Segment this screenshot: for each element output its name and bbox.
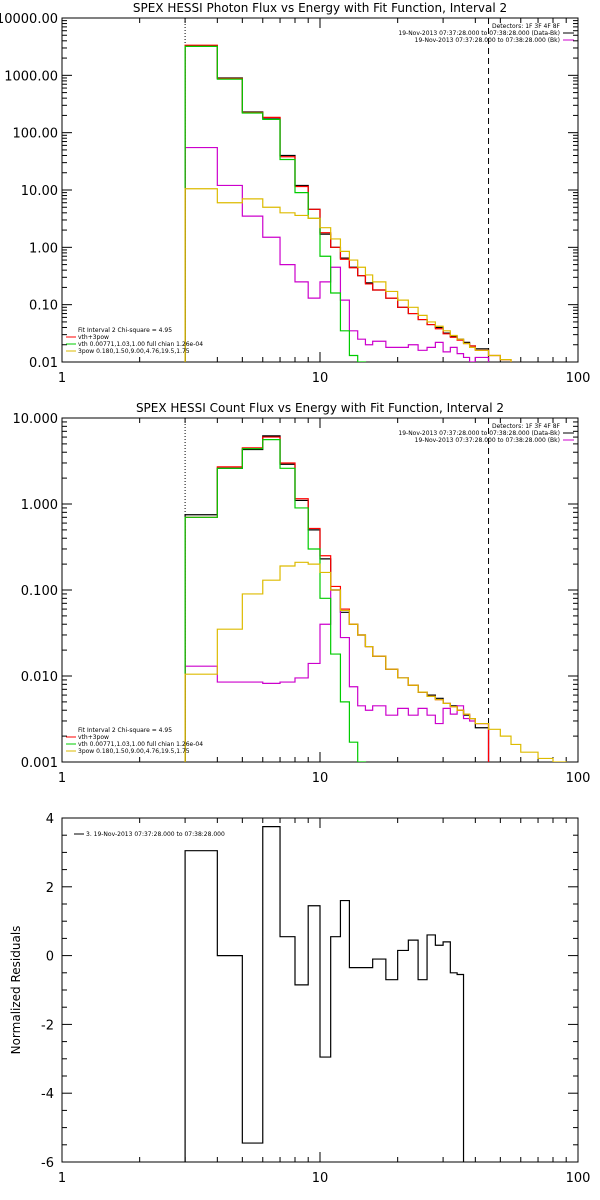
legend-top-right-text: 19-Nov-2013 07:37:28.000 to 07:38:28.000… <box>398 430 560 437</box>
y-tick-label: 1.000 <box>21 498 58 513</box>
x-tick-label: 10 <box>312 371 329 386</box>
legend-bottom-left-text: 3pow 0.180,1.50,9.00,4.76,19.5,1.75 <box>78 348 190 355</box>
x-tick-label: 10 <box>312 1171 329 1186</box>
y-tick-label: 1.00 <box>29 241 58 256</box>
series-group <box>184 44 512 362</box>
series-3pow <box>184 188 512 362</box>
y-tick-label: 10000.00 <box>0 12 58 27</box>
series-group <box>184 826 465 1162</box>
y-tick-label: 10.000 <box>13 412 59 427</box>
y-tick-label: 0.010 <box>21 670 58 685</box>
series-vth <box>184 439 367 762</box>
x-tick-label: 1 <box>58 371 66 386</box>
count-flux-panel: SPEX HESSI Count Flux vs Energy with Fit… <box>13 401 591 786</box>
y-tick-label: -6 <box>41 1156 54 1171</box>
x-tick-label: 10 <box>312 771 329 786</box>
series-3pow <box>184 561 567 762</box>
legend-top-right-text: Detectors: 1F 3F 4F 8F <box>492 23 561 30</box>
legend-bottom-left-text: vth 0.00771,1.03,1.00 full chian 1.26e-0… <box>78 741 203 748</box>
legend-top-right-text: 19-Nov-2013 07:37:28.000 to 07:38:28.000… <box>415 37 560 44</box>
y-tick-label: -4 <box>41 1087 54 1102</box>
x-tick-label: 1 <box>58 771 66 786</box>
legend-bottom-left-text: vth+3pow <box>78 734 109 741</box>
legend-top-left-text: 3. 19-Nov-2013 07:37:28.000 to 07:38:28.… <box>86 831 225 838</box>
legend-bottom-left-text: Fit Interval 2 Chi-square = 4.95 <box>78 327 172 334</box>
legend-top-right-text: 19-Nov-2013 07:37:28.000 to 07:38:28.000… <box>415 437 560 444</box>
y-tick-label: 10.00 <box>21 184 58 199</box>
y-tick-label: 0.10 <box>29 299 58 314</box>
y-tick-label: 1000.00 <box>4 69 58 84</box>
legend-bottom-left-text: vth 0.00771,1.03,1.00 full chian 1.26e-0… <box>78 341 203 348</box>
y-tick-label: 2 <box>46 881 54 896</box>
series-bk <box>184 146 490 362</box>
y-tick-label: 0.01 <box>29 356 58 371</box>
y-tick-label: 0.001 <box>21 756 58 771</box>
series-group <box>184 435 567 762</box>
residuals-panel: 1 10 100 -6 -4 -2 0 2 4 Normalized Residuals 3. 19… <box>9 812 590 1186</box>
x-tick-label: 100 <box>566 371 591 386</box>
legend-top-right-text: Detectors: 1F 3F 4F 8F <box>492 423 561 430</box>
y-tick-label: 0.100 <box>21 584 58 599</box>
y-tick-label: 100.00 <box>13 127 59 142</box>
y-tick-label: -2 <box>41 1018 54 1033</box>
legend-bottom-left-text: Fit Interval 2 Chi-square = 4.95 <box>78 727 172 734</box>
x-tick-label: 100 <box>566 771 591 786</box>
x-tick-label: 100 <box>566 1171 591 1186</box>
chart-title: SPEX HESSI Count Flux vs Energy with Fit… <box>136 401 504 415</box>
legend-top-right-text: 19-Nov-2013 07:37:28.000 to 07:38:28.000… <box>398 30 560 37</box>
series-residuals <box>184 826 465 1162</box>
series-bk <box>184 589 490 762</box>
y-tick-label: 4 <box>46 812 54 827</box>
photon-flux-panel: SPEX HESSI Photon Flux vs Energy with Fi… <box>0 1 590 386</box>
legend-bottom-left-text: vth+3pow <box>78 334 109 341</box>
y-axis-label: Normalized Residuals <box>9 926 23 1055</box>
x-tick-label: 1 <box>58 1171 66 1186</box>
legend-bottom-left-text: 3pow 0.180,1.50,9.00,4.76,19.5,1.75 <box>78 748 190 755</box>
chart-title: SPEX HESSI Photon Flux vs Energy with Fi… <box>133 1 507 15</box>
series-vth <box>184 45 367 362</box>
y-tick-label: 0 <box>46 950 54 965</box>
